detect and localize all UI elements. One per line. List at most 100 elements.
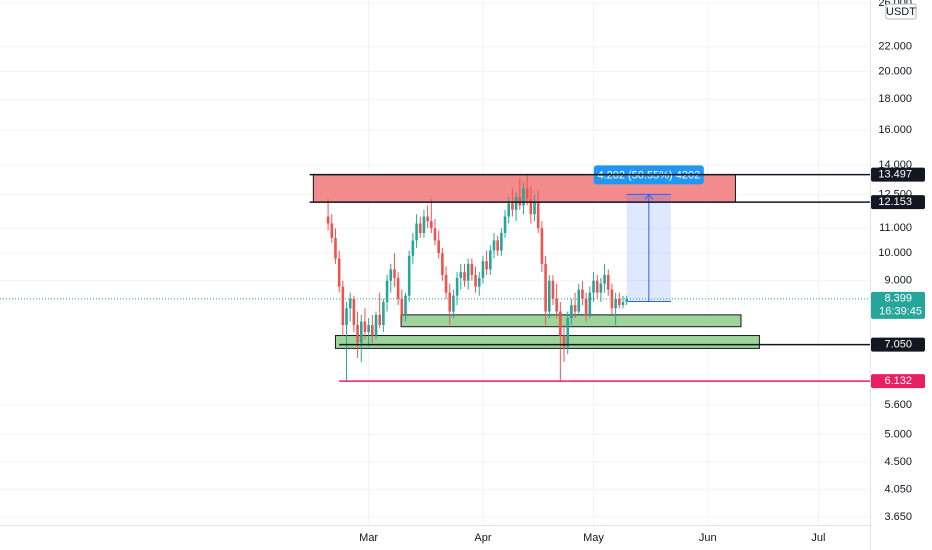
candle-body [525, 188, 529, 199]
candle-body [466, 263, 470, 281]
candle-body [618, 298, 621, 306]
candle-body [400, 298, 404, 315]
candle-body [378, 314, 382, 325]
price-label: 13.497 [878, 169, 912, 181]
candle-body [573, 305, 577, 312]
price-label-bg [871, 374, 925, 389]
candle-body [359, 321, 363, 343]
x-tick-label: Jul [811, 532, 825, 544]
candle-body [448, 292, 452, 312]
candle-body [595, 280, 599, 293]
candle-body [348, 298, 352, 309]
candle-body [496, 240, 499, 251]
x-tick-label: Jun [699, 532, 717, 544]
candle-body [455, 277, 459, 296]
candle-body [374, 314, 378, 336]
candle-body [614, 298, 617, 309]
candle-body [603, 274, 606, 284]
candle-body [371, 324, 374, 336]
candle-body [463, 272, 466, 281]
candle-body [606, 274, 610, 290]
y-tick-label: 5.000 [884, 429, 912, 441]
price-label-bg [871, 337, 925, 352]
candle-body [536, 201, 540, 229]
candle-body [566, 318, 570, 347]
candle-body [577, 289, 581, 312]
price-label-bg [871, 167, 925, 182]
candle-body [433, 228, 437, 241]
candle-body [437, 240, 440, 254]
candle-body [430, 221, 433, 229]
candle-body [426, 216, 429, 222]
price-label-bg [871, 291, 925, 319]
candle-body [507, 203, 511, 217]
candle-body [444, 274, 448, 293]
candle-body [610, 289, 614, 309]
candle-body [389, 269, 393, 281]
candle-body [411, 240, 415, 256]
candle-body [529, 198, 533, 215]
price-label: 8.399 [884, 293, 912, 305]
candle-body [422, 216, 426, 233]
candle-body [588, 292, 592, 315]
price-label: 6.132 [884, 375, 912, 387]
y-tick-label: 11.000 [879, 222, 912, 234]
candle-body [547, 280, 551, 312]
candle-body [367, 324, 370, 332]
x-tick-label: Apr [474, 532, 491, 544]
candle-body [477, 277, 481, 287]
candle-body [522, 188, 525, 206]
candle-body [503, 216, 507, 233]
candle-body [518, 196, 522, 206]
candle-body [334, 237, 337, 259]
y-tick-label: 20.000 [878, 66, 912, 78]
candle-body [555, 298, 558, 312]
candle-body [345, 308, 348, 325]
candle-body [500, 232, 503, 251]
price-label: 12.153 [878, 196, 912, 208]
candle-body [393, 269, 396, 278]
candle-body [562, 335, 566, 347]
candle-body [488, 250, 492, 270]
y-tick-label: 4.500 [884, 456, 912, 468]
countdown: 16:39:45 [879, 306, 922, 318]
candle-body [621, 301, 625, 306]
candle-body [559, 311, 562, 336]
candle-body [514, 196, 518, 210]
candle-body [592, 280, 595, 293]
candle-body [418, 223, 422, 233]
candle-body [452, 295, 455, 312]
measure-arrowhead [644, 193, 654, 200]
price-label: 7.050 [884, 339, 912, 351]
x-tick-label: May [583, 532, 604, 544]
y-tick-label: 10.000 [878, 247, 912, 259]
candle-body [511, 203, 514, 210]
y-tick-label: 9.000 [884, 275, 912, 287]
candle-body [599, 283, 603, 293]
candle-body [584, 298, 588, 315]
candle-body [474, 274, 477, 287]
candle-body [544, 263, 547, 312]
candle-body [415, 223, 418, 241]
y-tick-label: 4.050 [884, 484, 912, 496]
y-tick-label: 3.650 [884, 511, 912, 523]
candle-body [570, 305, 573, 319]
candle-body [382, 301, 385, 325]
candle-body [407, 255, 411, 296]
candle-body [481, 261, 485, 278]
candle-body [341, 286, 345, 325]
candle-body [625, 298, 628, 302]
zone [334, 335, 760, 349]
price-label-bg [871, 195, 925, 210]
candle-body [551, 280, 555, 299]
candle-body [330, 223, 334, 238]
candle-body [385, 280, 389, 302]
candle-body [492, 240, 496, 251]
candle-body [396, 277, 400, 299]
y-tick-label: 5.600 [884, 399, 912, 411]
candle-body [352, 298, 356, 325]
y-tick-label: 16.000 [878, 124, 912, 136]
candle-body [404, 295, 407, 315]
